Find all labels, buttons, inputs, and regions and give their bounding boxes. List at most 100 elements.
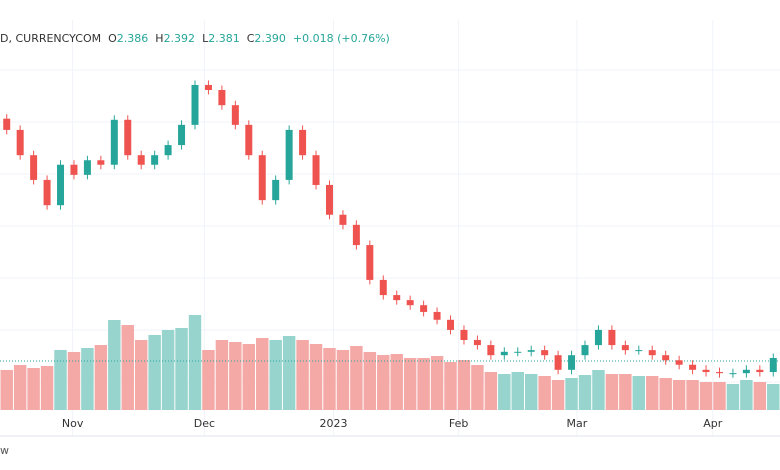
volume-bar — [242, 344, 256, 410]
ohlc-legend: D, CURRENCYCOM O2.386 H2.392 L2.381 C2.3… — [0, 32, 390, 45]
candle-body — [554, 355, 562, 370]
candle-body — [191, 84, 199, 125]
close-value: 2.390 — [254, 32, 286, 45]
volume-bar — [471, 365, 484, 410]
candle-body — [581, 345, 589, 356]
candle-body — [16, 129, 24, 156]
candle-body — [272, 179, 280, 201]
volume-bar — [524, 374, 538, 410]
volume-bar — [740, 380, 753, 410]
time-axis: Nov Dec 2023 Feb Mar Apr — [62, 417, 723, 430]
volume-bar — [215, 340, 229, 410]
candle-body — [594, 329, 602, 346]
candle-body — [3, 118, 11, 130]
volume-bar — [592, 370, 605, 410]
candle-body — [420, 305, 428, 312]
candle-body — [124, 119, 132, 156]
candles — [3, 80, 777, 378]
volume-bar — [161, 330, 175, 410]
volume-bar — [511, 372, 524, 410]
candle-body — [366, 245, 374, 280]
volume-bar — [148, 335, 161, 410]
candle-body — [299, 129, 307, 156]
volume-bar — [134, 340, 148, 410]
volume-bar — [350, 346, 363, 410]
volume-bar — [484, 372, 498, 410]
volume-bar — [551, 380, 565, 410]
x-tick-label: 2023 — [320, 417, 348, 430]
candle-body — [352, 224, 360, 246]
volume-bar — [726, 384, 740, 410]
candle-body — [70, 164, 78, 175]
candle-body — [527, 350, 535, 352]
candle-body — [756, 369, 764, 373]
candle-body — [769, 358, 777, 373]
volume-bar — [336, 350, 350, 410]
high-value: 2.392 — [163, 32, 196, 45]
candle-body — [635, 350, 643, 352]
candle-body — [110, 119, 118, 165]
candle-body — [231, 105, 239, 125]
candle-body — [460, 329, 468, 341]
candle-body — [137, 155, 145, 165]
volume-bar — [659, 378, 672, 410]
open-value: 2.386 — [116, 32, 149, 45]
volume-bar — [713, 382, 726, 410]
candle-body — [57, 164, 65, 206]
candle-body — [500, 351, 508, 356]
candle-body — [473, 340, 481, 346]
candle-body — [514, 351, 522, 353]
low-label: L — [202, 32, 209, 45]
candle-body — [218, 90, 226, 106]
volume-bar — [672, 380, 686, 410]
candle-body — [164, 145, 172, 156]
footer-text: w — [0, 444, 9, 457]
x-tick-label: Feb — [449, 417, 468, 430]
volume-bar — [646, 376, 659, 410]
candle-body — [487, 345, 495, 356]
change-value: +0.018 (+0.76%) — [292, 32, 390, 45]
close-label: C — [246, 32, 255, 45]
candle-body — [30, 155, 38, 180]
volume-bar — [699, 382, 713, 410]
volume-bar — [54, 350, 67, 410]
symbol-label: D, CURRENCYCOM — [0, 32, 102, 45]
volume-bar — [753, 382, 767, 410]
volume-bar — [27, 368, 40, 410]
candle-body — [742, 369, 750, 374]
volume-bar — [256, 338, 269, 410]
candle-body — [608, 329, 616, 346]
volume-bar — [269, 340, 282, 410]
volume-bar — [202, 350, 215, 410]
volume-bar — [282, 336, 296, 410]
volume-bar — [229, 342, 242, 410]
candle-body — [648, 350, 656, 356]
candle-body — [43, 179, 51, 206]
volume-bar — [67, 352, 81, 410]
volume-bar — [632, 376, 646, 410]
volume-bar — [605, 374, 619, 410]
candle-body — [151, 155, 159, 165]
volume-bar — [81, 348, 94, 410]
volume-bar — [417, 358, 430, 410]
volume-bar — [619, 374, 632, 410]
candle-body — [393, 295, 401, 301]
x-tick-label: Apr — [703, 417, 723, 430]
candle-body — [312, 155, 320, 185]
volume-bar — [296, 340, 309, 410]
volume-bar — [403, 358, 417, 410]
candle-body — [568, 355, 576, 370]
volume-bar — [390, 354, 403, 410]
candle-body — [621, 345, 629, 351]
volume-bar — [444, 362, 457, 410]
x-tick-label: Dec — [194, 417, 215, 430]
candle-body — [325, 184, 333, 215]
volume-bar — [538, 376, 551, 410]
candle-body — [406, 300, 414, 306]
candle-body — [715, 372, 723, 374]
candle-body — [675, 360, 683, 365]
candle-body — [662, 355, 670, 361]
volume-bar — [686, 380, 699, 410]
x-tick-label: Nov — [62, 417, 84, 430]
